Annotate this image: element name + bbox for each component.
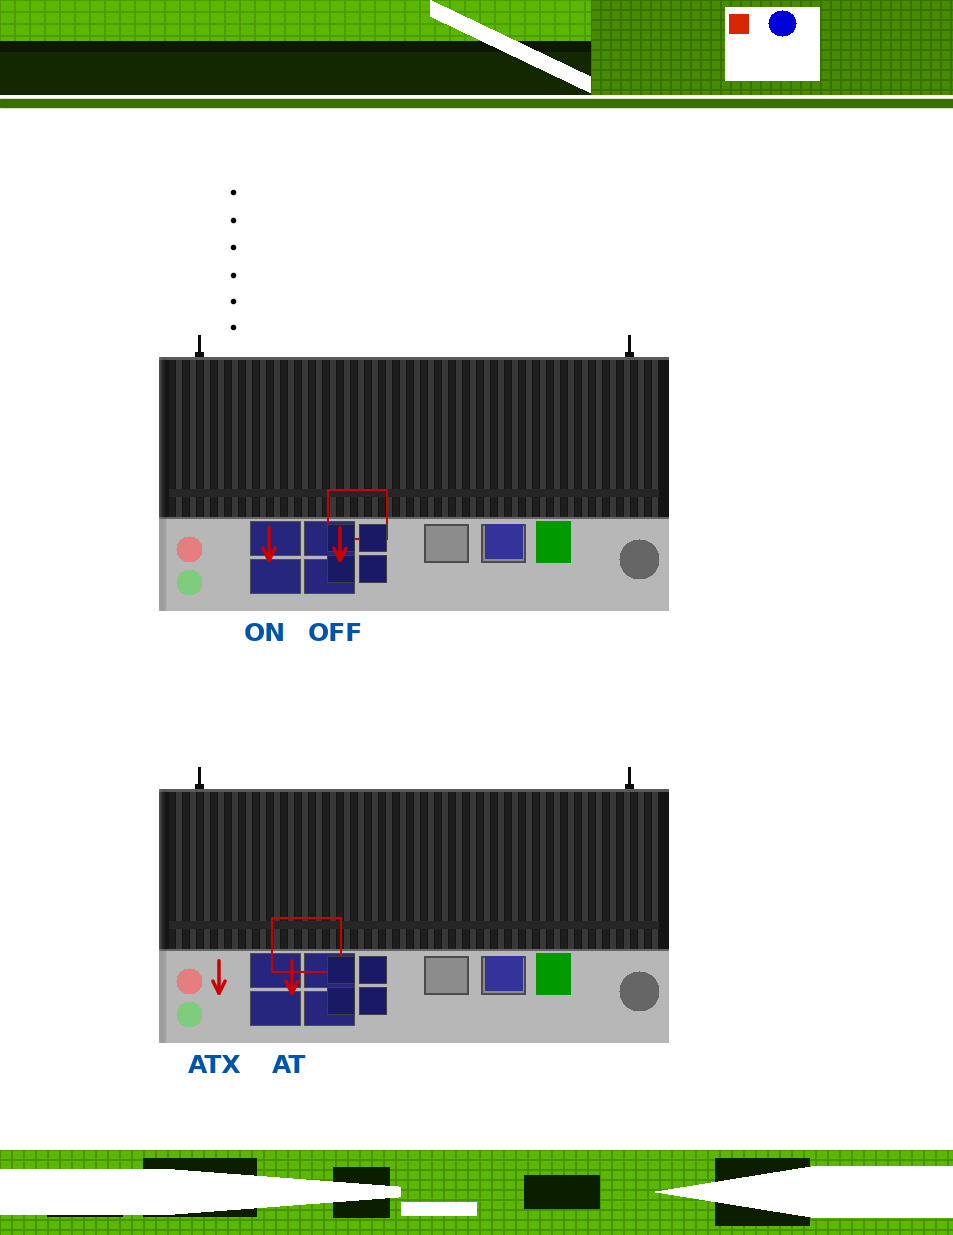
- Text: OFF: OFF: [307, 622, 362, 646]
- Text: AT: AT: [272, 1053, 306, 1078]
- Text: ATX: ATX: [188, 1053, 241, 1078]
- Text: ON: ON: [244, 622, 286, 646]
- Bar: [0, 99, 953, 107]
